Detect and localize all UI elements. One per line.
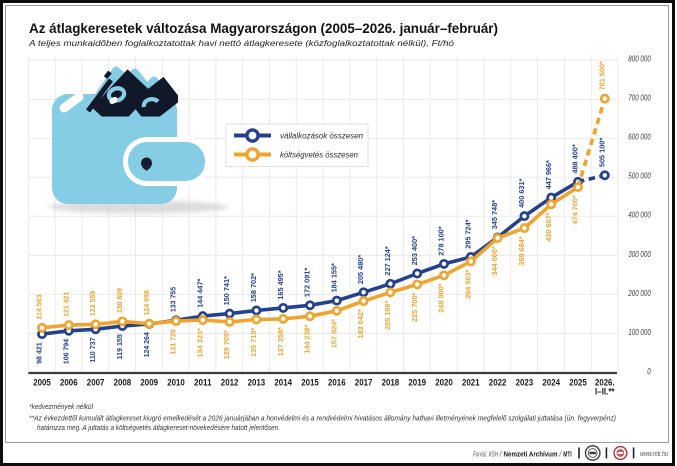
svg-text:106 794: 106 794 — [61, 338, 70, 364]
svg-text:121 421: 121 421 — [61, 292, 70, 317]
svg-text:költségvetés összesen: költségvetés összesen — [280, 150, 358, 160]
svg-text:137 358*: 137 358* — [276, 327, 285, 356]
svg-text:2023: 2023 — [516, 378, 534, 388]
svg-text:488 400*: 488 400* — [571, 144, 580, 173]
svg-text:144 238*: 144 238* — [303, 324, 312, 353]
svg-text:2009: 2009 — [140, 378, 158, 388]
svg-text:Nemzeti Archívum: Nemzeti Archívum — [504, 452, 558, 459]
svg-text:400 000: 400 000 — [628, 211, 651, 220]
svg-text:2015: 2015 — [301, 378, 319, 388]
svg-text:158 702*: 158 702* — [249, 273, 258, 302]
svg-text:172 091*: 172 091* — [303, 268, 312, 297]
svg-text:157 924*: 157 924* — [329, 319, 338, 348]
svg-text:200 000: 200 000 — [628, 289, 652, 298]
svg-text:344 060*: 344 060* — [490, 246, 499, 275]
svg-text:129 705*: 129 705* — [222, 330, 231, 359]
svg-text:/: / — [558, 452, 562, 459]
svg-text:114 563: 114 563 — [35, 294, 44, 319]
svg-text:2014: 2014 — [274, 378, 292, 388]
svg-text:2025: 2025 — [569, 378, 587, 388]
svg-text:MTI: MTI — [563, 452, 572, 459]
svg-text:225 700*: 225 700* — [410, 292, 419, 321]
svg-text:134 323*: 134 323* — [195, 328, 204, 357]
svg-text:474 700*: 474 700* — [571, 195, 580, 224]
svg-text:205 480*: 205 480* — [356, 255, 365, 284]
svg-text:447 966*: 447 966* — [544, 160, 553, 189]
svg-text:253 400*: 253 400* — [410, 236, 419, 265]
svg-text:2018: 2018 — [382, 378, 400, 388]
svg-text:I–II.**: I–II.** — [595, 387, 615, 397]
svg-text:100 000: 100 000 — [628, 328, 651, 337]
svg-text:2017: 2017 — [355, 378, 373, 388]
svg-text:A teljes munkaidőben foglalkoz: A teljes munkaidőben foglalkoztatottak h… — [28, 38, 454, 48]
svg-text:133 755: 133 755 — [169, 287, 178, 312]
svg-text:505 100*: 505 100* — [597, 138, 606, 167]
svg-text:Az átlagkeresetek változása Ma: Az átlagkeresetek változása Magyarország… — [29, 20, 498, 36]
svg-text:2005: 2005 — [33, 378, 51, 388]
svg-text:2024: 2024 — [542, 378, 560, 388]
svg-text:2020: 2020 — [435, 378, 453, 388]
svg-text:345 748*: 345 748* — [490, 200, 499, 229]
svg-text:123 559: 123 559 — [88, 291, 97, 316]
svg-text:2026.: 2026. — [595, 378, 615, 388]
svg-text:www.mti.hu: www.mti.hu — [640, 451, 668, 458]
svg-text:vállalkozások összesen: vállalkozások összesen — [280, 131, 363, 141]
svg-text:110 737: 110 737 — [88, 338, 97, 363]
svg-text:2013: 2013 — [248, 378, 266, 388]
svg-text:2021: 2021 — [462, 378, 480, 388]
svg-text:144 447*: 144 447* — [195, 278, 204, 307]
svg-text:284 563*: 284 563* — [463, 269, 472, 298]
svg-text:**Az évkezdettől kumulált átla: **Az évkezdettől kumulált átlagkereset k… — [29, 416, 616, 423]
svg-text:határozza meg. A juttatás a kö: határozza meg. A juttatás a költségvetés… — [37, 425, 280, 432]
svg-text:700 000: 700 000 — [628, 94, 651, 103]
svg-text:295 724*: 295 724* — [463, 219, 472, 248]
svg-text:0: 0 — [647, 367, 651, 376]
svg-text:131 729: 131 729 — [169, 329, 178, 354]
svg-text:2011: 2011 — [194, 378, 212, 388]
svg-text:400 631*: 400 631* — [517, 178, 526, 207]
svg-text:227 124*: 227 124* — [383, 246, 392, 275]
svg-text:98 421: 98 421 — [35, 342, 44, 364]
svg-text:369 684*: 369 684* — [517, 236, 526, 265]
svg-text:500 000: 500 000 — [628, 172, 651, 181]
svg-text:2016: 2016 — [328, 378, 346, 388]
svg-text:165 495*: 165 495* — [276, 270, 285, 299]
svg-text:124 264: 124 264 — [142, 331, 151, 357]
svg-text:701 500*: 701 500* — [597, 61, 606, 90]
svg-text:2022: 2022 — [489, 378, 507, 388]
svg-text:119 155: 119 155 — [115, 334, 124, 359]
svg-text:Forrás: KSH: Forrás: KSH — [473, 452, 499, 459]
svg-text:/: / — [499, 452, 503, 459]
svg-text:2019: 2019 — [408, 378, 426, 388]
svg-text:183 042*: 183 042* — [356, 309, 365, 338]
svg-text:124 998: 124 998 — [142, 290, 151, 315]
svg-text:130 809: 130 809 — [115, 288, 124, 313]
svg-text:600 000: 600 000 — [628, 133, 651, 142]
svg-text:278 100*: 278 100* — [437, 226, 446, 255]
svg-text:2008: 2008 — [114, 378, 132, 388]
svg-text:430 607*: 430 607* — [544, 212, 553, 241]
svg-text:184 155*: 184 155* — [329, 263, 338, 292]
svg-text:205 196*: 205 196* — [383, 300, 392, 329]
svg-text:2010: 2010 — [167, 378, 185, 388]
svg-text:800 000: 800 000 — [628, 55, 651, 64]
svg-text:248 900*: 248 900* — [437, 283, 446, 312]
svg-text:2012: 2012 — [221, 378, 239, 388]
svg-text:135 710*: 135 710* — [249, 328, 258, 357]
svg-text:2006: 2006 — [60, 378, 78, 388]
svg-text:150 741*: 150 741* — [222, 276, 231, 305]
svg-text:*kedvezmények nélkül: *kedvezmények nélkül — [29, 404, 93, 411]
svg-text:300 000: 300 000 — [628, 250, 651, 259]
svg-text:2007: 2007 — [87, 378, 105, 388]
